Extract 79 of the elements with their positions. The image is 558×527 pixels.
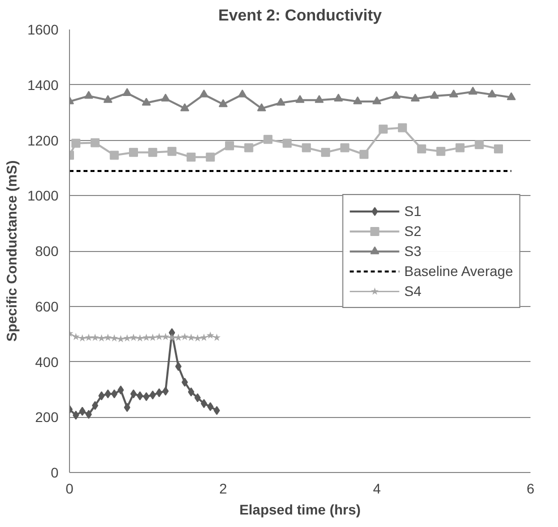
point: [378, 124, 388, 134]
point: [167, 146, 176, 156]
point: [449, 89, 458, 98]
point: [282, 138, 292, 148]
y-tick-label: 1600: [27, 22, 59, 38]
point: [417, 144, 426, 154]
point: [103, 94, 112, 103]
point: [302, 143, 311, 152]
legend-label: Baseline Average: [404, 262, 513, 278]
legend-label: S3: [404, 242, 422, 258]
point: [200, 399, 208, 408]
point: [353, 96, 362, 104]
point: [392, 90, 401, 99]
point: [148, 148, 158, 157]
x-tick-label: 0: [66, 480, 74, 496]
point: [188, 387, 194, 396]
point: [430, 90, 439, 99]
x-tick-label: 2: [219, 480, 228, 496]
point: [130, 389, 137, 398]
point: [98, 391, 105, 400]
point: [180, 103, 190, 112]
point: [456, 143, 465, 152]
point: [372, 96, 382, 104]
x-tick-label: 4: [372, 480, 381, 496]
point: [136, 391, 144, 400]
point: [257, 103, 266, 112]
point: [360, 150, 368, 159]
y-tick-label: 1400: [27, 76, 59, 93]
point: [186, 152, 196, 162]
y-tick-label: 1200: [27, 132, 59, 148]
y-tick-label: 600: [35, 298, 59, 314]
point: [104, 389, 112, 398]
point: [206, 152, 215, 162]
point: [263, 134, 272, 144]
point: [468, 86, 478, 95]
point: [90, 138, 100, 148]
point: [474, 140, 484, 150]
y-tick-label: 0: [50, 464, 59, 480]
point: [276, 98, 286, 106]
point: [314, 94, 324, 103]
point: [238, 89, 247, 98]
point: [398, 123, 407, 132]
x-axis-title: Elapsed time (hrs): [239, 502, 361, 518]
point: [244, 143, 254, 152]
point: [72, 410, 80, 420]
point: [218, 99, 228, 108]
y-tick-label: 200: [35, 409, 59, 426]
x-tick-label: 6: [526, 480, 535, 496]
point: [494, 144, 503, 154]
point: [124, 402, 130, 412]
point: [162, 386, 169, 396]
point: [122, 88, 132, 96]
y-tick-label: 1000: [27, 188, 59, 204]
legend-label: S1: [404, 202, 422, 218]
point: [334, 94, 343, 102]
point: [175, 362, 182, 371]
y-tick-label: 800: [35, 243, 59, 259]
point: [161, 94, 170, 102]
point: [296, 94, 304, 103]
point: [225, 141, 234, 150]
point: [129, 148, 138, 157]
point: [436, 146, 446, 156]
legend-label: S2: [404, 222, 422, 238]
point: [340, 143, 350, 152]
y-tick-label: 400: [35, 354, 59, 370]
point: [84, 90, 94, 99]
point: [321, 148, 330, 157]
chart-title: Event 2: Conductivity: [218, 8, 382, 24]
y-axis-title: Specific Conductance (mS): [3, 160, 20, 342]
point: [142, 98, 151, 106]
point: [110, 150, 119, 160]
point: [506, 92, 516, 100]
legend-label: S4: [404, 282, 422, 298]
point: [410, 94, 420, 102]
point: [488, 89, 497, 98]
point: [199, 89, 208, 98]
point: [92, 400, 98, 410]
point: [71, 138, 80, 148]
point: [194, 393, 201, 402]
